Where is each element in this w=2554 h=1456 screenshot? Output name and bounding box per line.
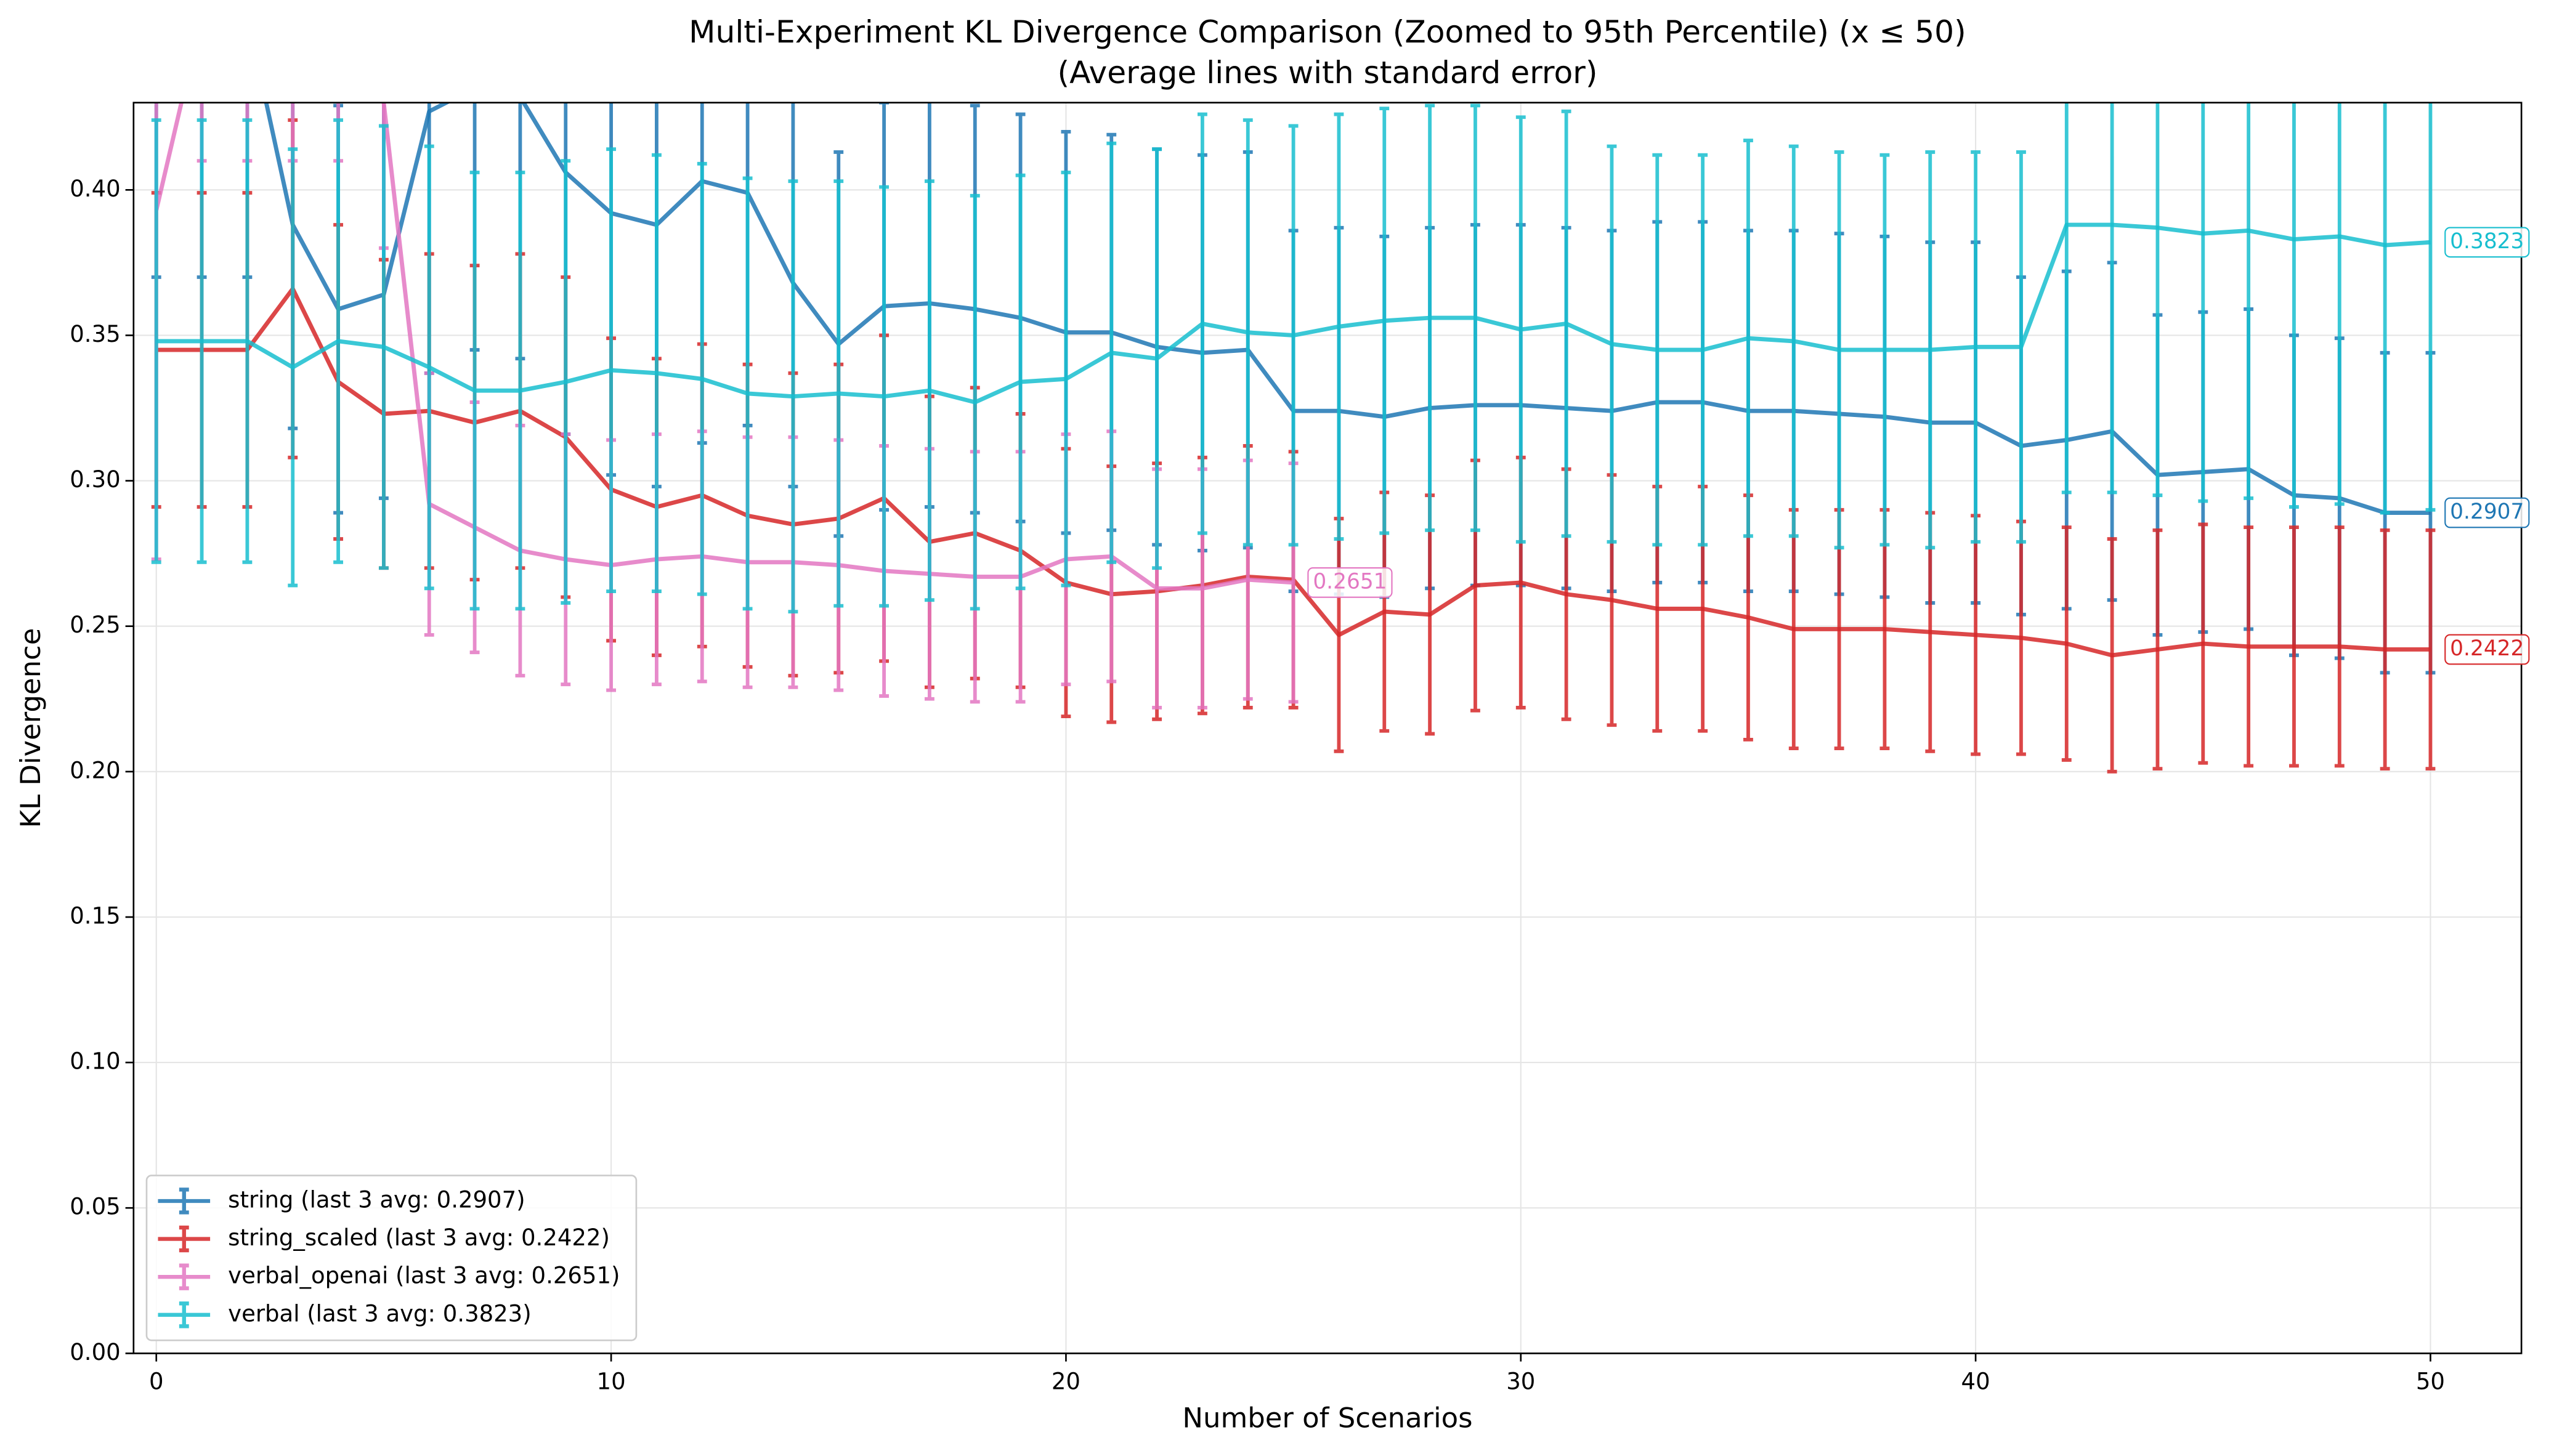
end-label: 0.2651 [1313, 569, 1387, 594]
y-tick-label: 0.00 [70, 1339, 120, 1365]
legend-label: string (last 3 avg: 0.2907) [228, 1186, 525, 1213]
y-tick-label: 0.25 [70, 612, 120, 638]
end-label-box [1307, 567, 1393, 598]
chart-title: Multi-Experiment KL Divergence Compariso… [689, 14, 1966, 50]
ticks: 0.00 0.05 0.10 0.15 0.20 0.25 0.30 0.35 0.40 0 10 2… [70, 176, 2445, 1395]
plot-area [151, 102, 2436, 774]
legend-swatch [158, 1225, 211, 1253]
y-tick-label: 0.40 [70, 176, 120, 202]
x-tick-label: 10 [597, 1368, 626, 1394]
y-tick-label: 0.30 [70, 466, 120, 493]
end-label: 0.2907 [2450, 499, 2524, 524]
x-tick-label: 50 [2416, 1368, 2445, 1394]
legend: string (last 3 avg: 0.2907) string_scaled… [145, 1175, 638, 1341]
legend-swatch [158, 1263, 211, 1290]
y-tick-label: 0.10 [70, 1048, 120, 1075]
x-tick-label: 40 [1961, 1368, 1990, 1394]
x-tick-label: 20 [1052, 1368, 1080, 1394]
end-label-box [2444, 634, 2530, 665]
legend-label: verbal_openai (last 3 avg: 0.2651) [228, 1263, 620, 1289]
error-bar [151, 118, 161, 564]
series-line [154, 102, 1294, 591]
end-label-box [2444, 497, 2530, 528]
x-tick-label: 0 [149, 1368, 164, 1394]
y-axis-label: KL Divergence [14, 628, 47, 828]
y-tick-label: 0.05 [70, 1194, 120, 1220]
chart-subtitle: (Average lines with standard error) [1058, 54, 1598, 91]
legend-box [145, 1175, 638, 1341]
y-tick-label: 0.35 [70, 321, 120, 347]
y-tick-label: 0.20 [70, 757, 120, 783]
x-tick-label: 30 [1506, 1368, 1535, 1394]
x-axis-label: Number of Scenarios [1182, 1402, 1472, 1434]
end-labels: 0.2907 0.2422 0.2651 0.3823 [1307, 227, 2530, 665]
axes-frame [132, 102, 2523, 1354]
end-label: 0.3823 [2450, 229, 2524, 254]
end-label: 0.2422 [2450, 636, 2524, 661]
y-tick-label: 0.15 [70, 902, 120, 929]
series-line [156, 222, 2431, 405]
legend-label: verbal (last 3 avg: 0.3823) [228, 1300, 532, 1327]
end-label-box [2444, 227, 2530, 258]
legend-label: string_scaled (last 3 avg: 0.2422) [228, 1224, 610, 1251]
legend-swatch [158, 1301, 211, 1329]
legend-swatch [158, 1187, 211, 1215]
